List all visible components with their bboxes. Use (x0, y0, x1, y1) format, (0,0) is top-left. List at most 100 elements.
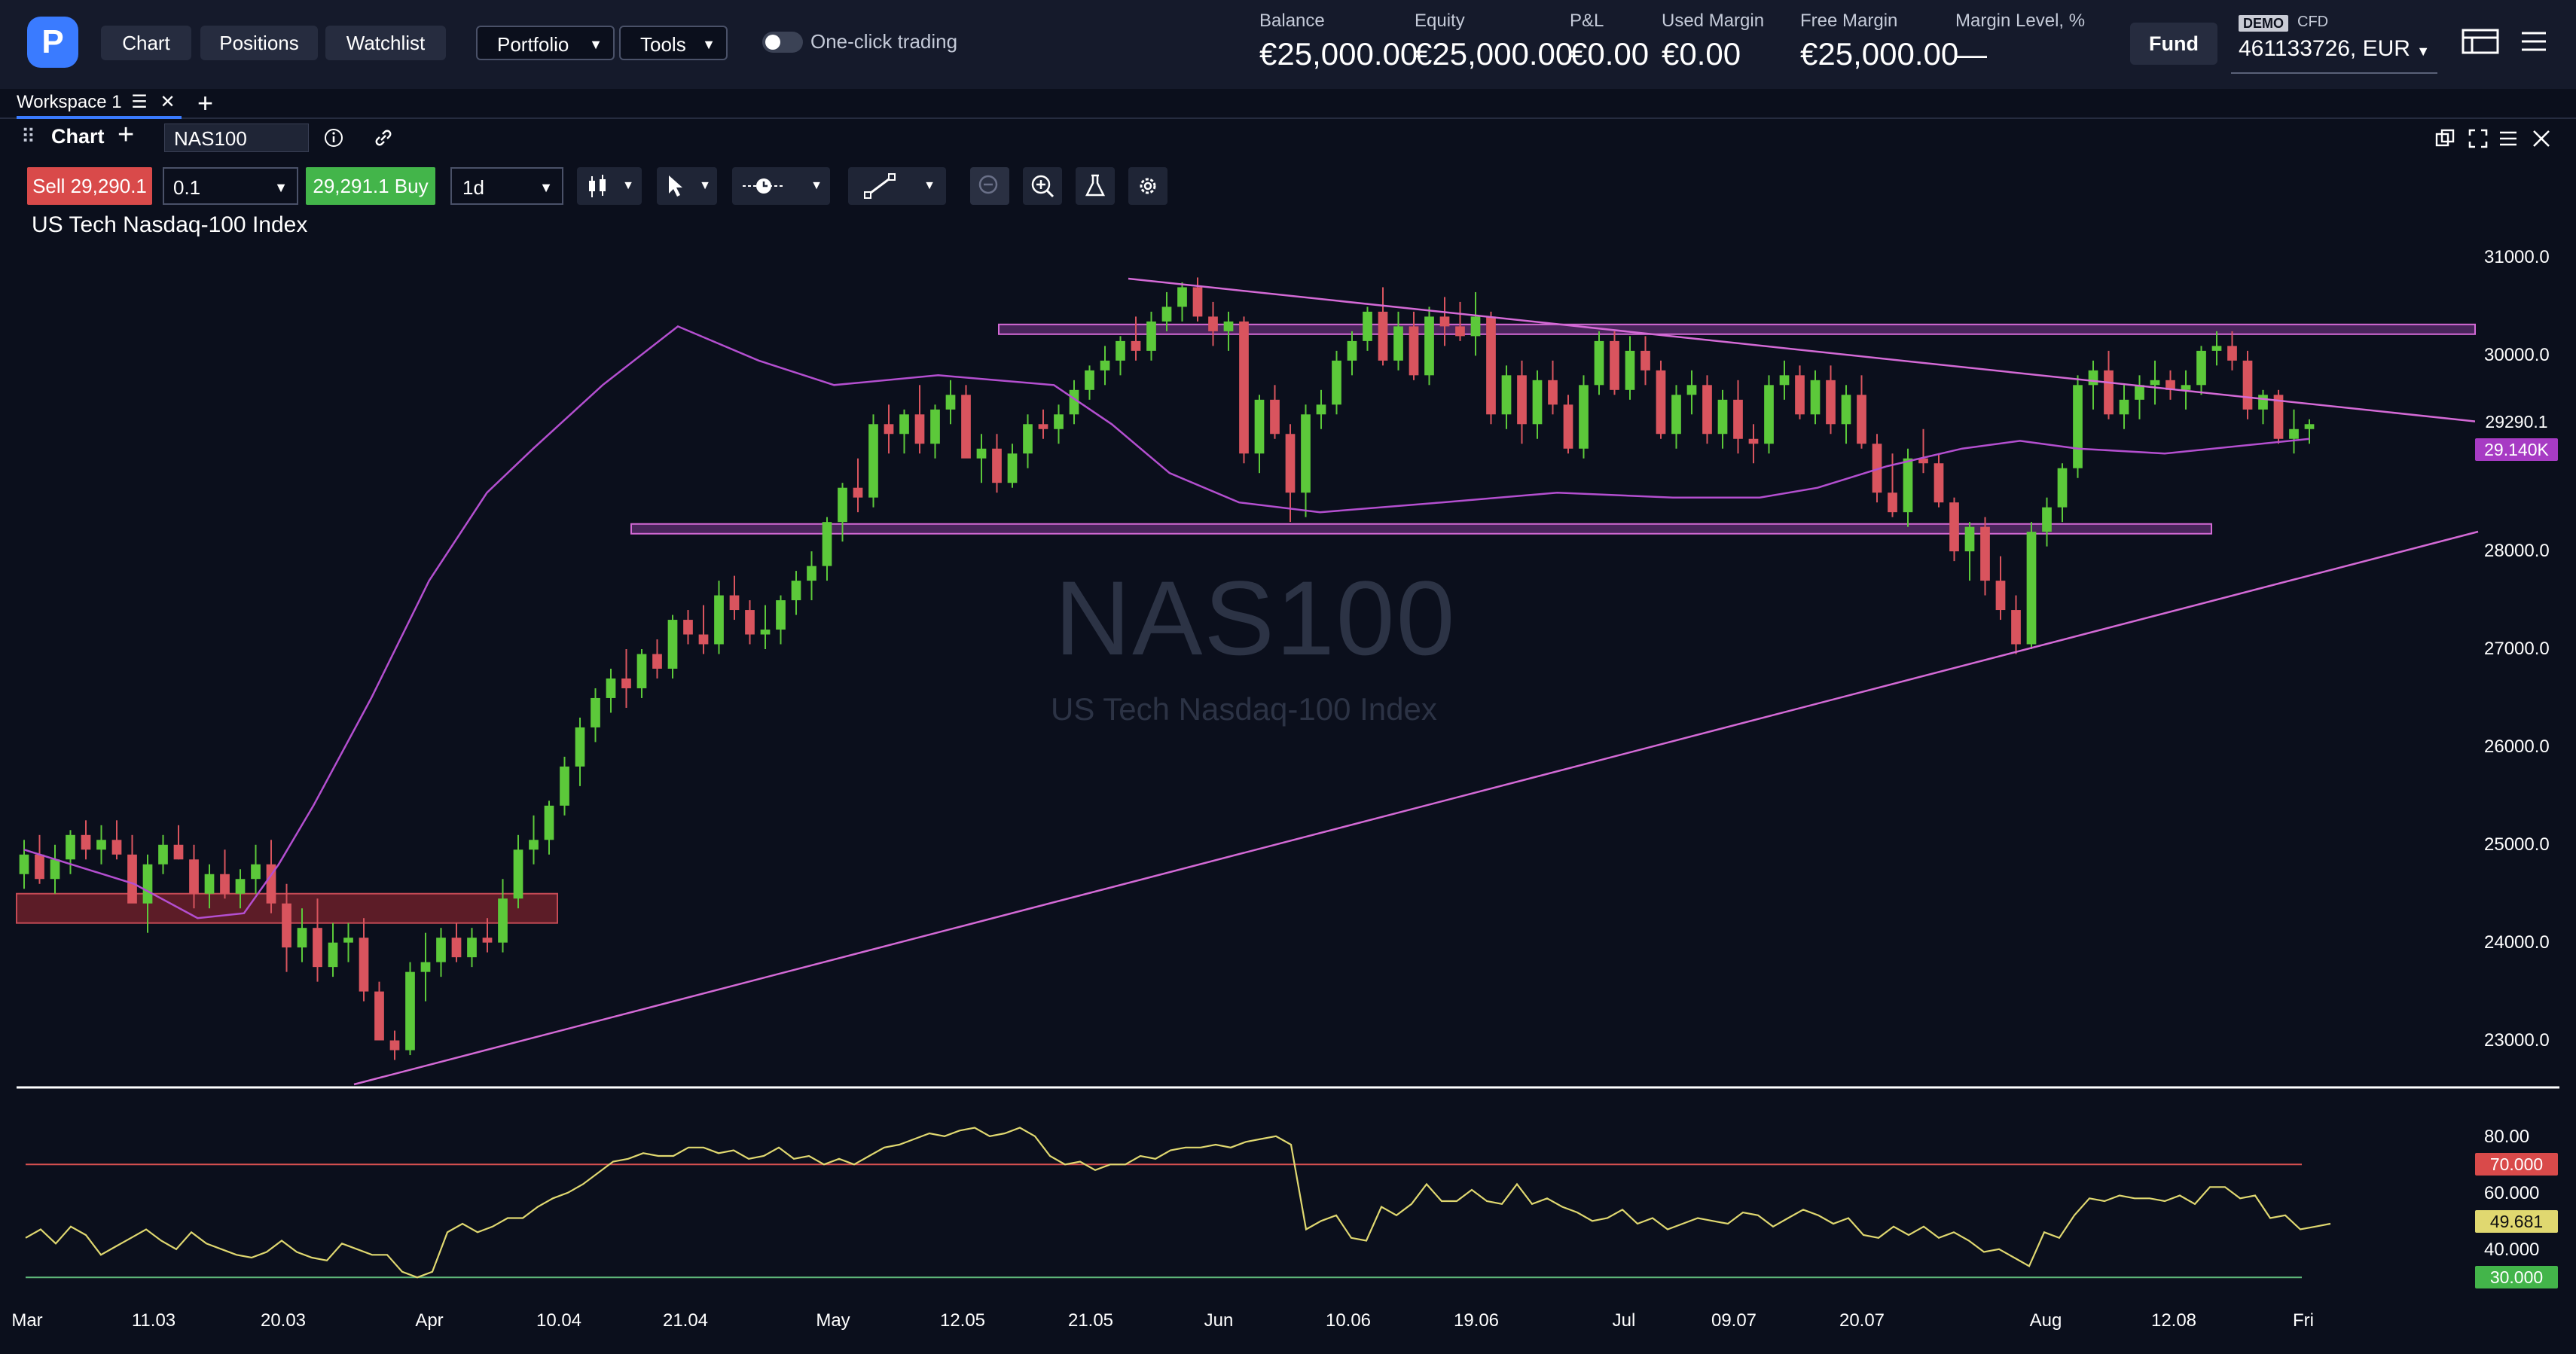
cursor-tool-button[interactable]: ▼ (657, 167, 717, 205)
balance-value: €25,000.00 (1259, 36, 1418, 72)
candle (853, 487, 863, 498)
caret-down-icon: ▼ (539, 180, 553, 195)
candle (992, 448, 1002, 483)
candle (976, 448, 987, 459)
top-bar: P Chart Positions Watchlist Portfolio ▼ T… (0, 0, 2576, 89)
free-margin-label: Free Margin (1800, 11, 1898, 31)
candle (343, 938, 353, 943)
caret-down-icon: ▼ (589, 37, 603, 52)
fullscreen-icon[interactable] (2468, 128, 2489, 149)
link-icon[interactable] (372, 127, 395, 149)
one-click-trading-toggle[interactable] (762, 32, 803, 53)
quantity-dropdown[interactable]: 0.1 ▼ (163, 167, 298, 205)
candle (1671, 395, 1681, 435)
tools-dropdown[interactable]: Tools ▼ (619, 26, 728, 60)
caret-down-icon: ▼ (923, 179, 935, 192)
candle (2088, 370, 2098, 386)
candle (1085, 370, 1094, 390)
info-icon[interactable] (322, 127, 345, 149)
candle (1579, 385, 1589, 449)
drag-handle-icon[interactable]: ⠿ (21, 125, 36, 148)
candle (96, 840, 106, 850)
candle (1439, 316, 1450, 327)
crosshair-time-button[interactable]: ▼ (732, 167, 830, 205)
candle (266, 864, 276, 904)
list-icon[interactable]: ☰ (131, 92, 148, 112)
time-tick-label: 21.05 (1067, 1310, 1114, 1331)
symbol-input[interactable]: NAS100 (164, 124, 309, 152)
nav-positions-button[interactable]: Positions (200, 26, 318, 60)
indicators-button[interactable] (1076, 167, 1115, 205)
popout-icon[interactable] (2434, 128, 2455, 149)
candle (1702, 385, 1712, 435)
flask-icon (1085, 174, 1106, 197)
candle (914, 414, 925, 444)
price-tick-label: 31000.0 (2484, 247, 2550, 268)
candle (1980, 526, 1990, 581)
drawing-tool-button[interactable]: ▼ (848, 167, 946, 205)
timeframe-dropdown[interactable]: 1d ▼ (450, 167, 563, 205)
candle (1023, 424, 1033, 454)
candle (374, 991, 384, 1041)
candle (930, 409, 940, 444)
caret-down-icon: ▼ (810, 179, 823, 192)
nav-chart-button[interactable]: Chart (101, 26, 191, 60)
candle (1563, 404, 1573, 449)
add-chart-icon[interactable]: + (118, 119, 135, 151)
nav-watchlist-button[interactable]: Watchlist (325, 26, 446, 60)
candle (1841, 395, 1851, 425)
time-tick-label: 09.07 (1711, 1310, 1757, 1331)
layout-icon[interactable] (2460, 27, 2505, 57)
candle (1393, 326, 1403, 361)
candle (282, 903, 291, 948)
widget-menu-icon[interactable] (2498, 128, 2519, 149)
candle (1903, 458, 1913, 513)
sell-button[interactable]: Sell 29,290.1 (27, 167, 152, 205)
equity-value: €25,000.00 (1415, 36, 1573, 72)
close-widget-icon[interactable] (2531, 128, 2552, 149)
candle (560, 766, 569, 806)
cursor-arrow-icon (669, 175, 682, 197)
candle (2196, 350, 2206, 386)
add-workspace-icon[interactable]: + (197, 87, 214, 118)
candle (436, 938, 446, 962)
candle (1424, 316, 1434, 376)
tools-label: Tools (640, 33, 686, 56)
candle (945, 395, 956, 410)
candle (899, 414, 909, 435)
candle (1826, 380, 1836, 425)
gear-icon (1140, 178, 1156, 194)
app-logo[interactable]: P (27, 17, 78, 68)
candle (158, 844, 168, 865)
candle (652, 654, 662, 669)
candle (2227, 346, 2237, 361)
rsi-overbought-badge: 70.000 (2475, 1153, 2558, 1176)
candle (1409, 326, 1419, 376)
close-icon[interactable]: ✕ (160, 92, 175, 112)
rsi-line (25, 1127, 2331, 1279)
candle (838, 487, 847, 523)
candle (1610, 340, 1619, 390)
workspace-tab[interactable]: Workspace 1 ☰ ✕ (17, 89, 182, 119)
candle (2242, 360, 2253, 410)
buy-button[interactable]: 29,291.1 Buy (306, 167, 435, 205)
time-tick-label: 19.06 (1453, 1310, 1500, 1331)
hamburger-menu-icon[interactable] (2519, 27, 2549, 57)
zoom-out-button[interactable] (970, 167, 1009, 205)
candle (111, 840, 122, 855)
candle (683, 620, 693, 635)
chart-type-button[interactable]: ▼ (577, 167, 642, 205)
price-tick-label: 28000.0 (2484, 541, 2550, 562)
portfolio-dropdown[interactable]: Portfolio ▼ (476, 26, 615, 60)
candle (66, 834, 75, 860)
candle (189, 859, 199, 894)
fund-button[interactable]: Fund (2130, 23, 2217, 65)
account-selector[interactable]: 461133726, EUR ▼ (2239, 36, 2430, 62)
candle (1054, 414, 1064, 429)
caret-down-icon: ▼ (702, 37, 716, 52)
candle (1888, 493, 1897, 513)
account-underline (2231, 72, 2437, 74)
settings-button[interactable] (1128, 167, 1167, 205)
zoom-in-button[interactable] (1023, 167, 1062, 205)
candle (420, 962, 431, 972)
